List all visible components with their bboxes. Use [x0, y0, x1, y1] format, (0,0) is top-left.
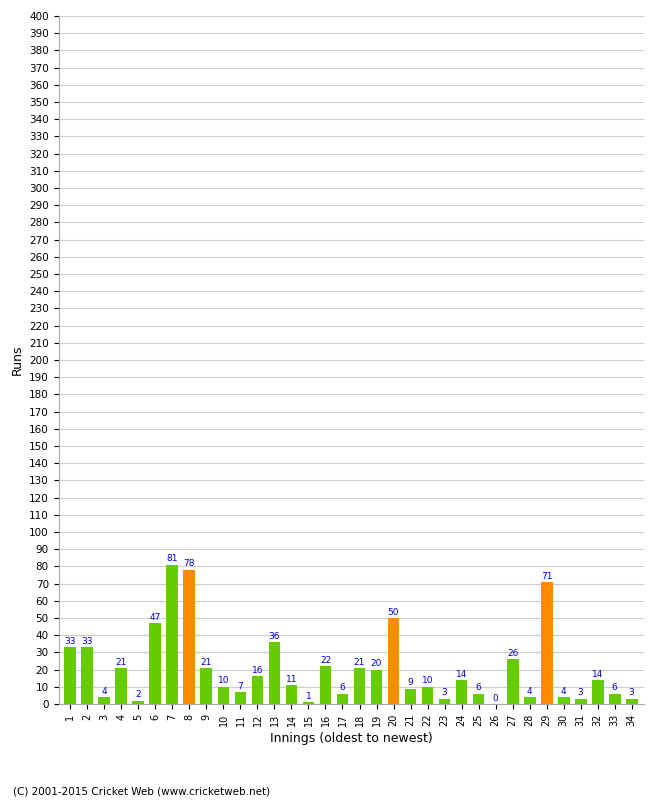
Text: 14: 14	[592, 670, 603, 678]
Text: 33: 33	[64, 637, 76, 646]
Bar	[183, 570, 196, 704]
Bar	[439, 699, 450, 704]
Bar	[608, 694, 621, 704]
Text: 10: 10	[422, 677, 434, 686]
Text: 71: 71	[541, 571, 552, 581]
Bar	[64, 647, 76, 704]
Bar	[592, 680, 604, 704]
Bar	[456, 680, 467, 704]
Bar	[422, 686, 434, 704]
Text: 3: 3	[578, 689, 584, 698]
Bar	[558, 697, 569, 704]
Text: 0: 0	[493, 694, 499, 702]
Text: 9: 9	[408, 678, 413, 687]
Text: 3: 3	[629, 689, 634, 698]
Text: 22: 22	[320, 656, 331, 665]
Bar	[150, 623, 161, 704]
X-axis label: Innings (oldest to newest): Innings (oldest to newest)	[270, 732, 432, 745]
Bar	[506, 659, 519, 704]
Bar	[524, 697, 536, 704]
Text: 33: 33	[82, 637, 93, 646]
Text: 47: 47	[150, 613, 161, 622]
Bar	[133, 701, 144, 704]
Bar	[387, 618, 400, 704]
Bar	[218, 686, 229, 704]
Bar	[337, 694, 348, 704]
Text: 4: 4	[561, 686, 566, 696]
Text: 21: 21	[354, 658, 365, 666]
Bar	[268, 642, 280, 704]
Text: 50: 50	[388, 608, 399, 617]
Bar	[285, 685, 298, 704]
Bar	[235, 692, 246, 704]
Text: 6: 6	[612, 683, 618, 692]
Text: 21: 21	[201, 658, 212, 666]
Bar	[302, 702, 315, 704]
Text: 36: 36	[268, 632, 280, 641]
Text: 3: 3	[441, 689, 447, 698]
Text: 14: 14	[456, 670, 467, 678]
Text: 20: 20	[370, 659, 382, 668]
Bar	[320, 666, 332, 704]
Text: 78: 78	[184, 559, 195, 569]
Text: 4: 4	[101, 686, 107, 696]
Text: (C) 2001-2015 Cricket Web (www.cricketweb.net): (C) 2001-2015 Cricket Web (www.cricketwe…	[13, 786, 270, 796]
Text: 10: 10	[218, 677, 229, 686]
Text: 26: 26	[507, 649, 518, 658]
Text: 6: 6	[339, 683, 345, 692]
Text: 16: 16	[252, 666, 263, 675]
Bar	[81, 647, 94, 704]
Y-axis label: Runs: Runs	[10, 345, 23, 375]
Bar	[200, 668, 213, 704]
Bar	[404, 689, 417, 704]
Text: 7: 7	[238, 682, 243, 690]
Bar	[116, 668, 127, 704]
Bar	[473, 694, 484, 704]
Bar	[541, 582, 552, 704]
Bar	[626, 699, 638, 704]
Text: 6: 6	[476, 683, 482, 692]
Bar	[252, 677, 263, 704]
Text: 11: 11	[286, 674, 297, 684]
Text: 4: 4	[526, 686, 532, 696]
Text: 2: 2	[136, 690, 141, 699]
Bar	[575, 699, 586, 704]
Bar	[370, 670, 382, 704]
Bar	[166, 565, 178, 704]
Text: 81: 81	[166, 554, 178, 563]
Text: 21: 21	[116, 658, 127, 666]
Text: 1: 1	[306, 692, 311, 701]
Bar	[354, 668, 365, 704]
Bar	[98, 697, 110, 704]
